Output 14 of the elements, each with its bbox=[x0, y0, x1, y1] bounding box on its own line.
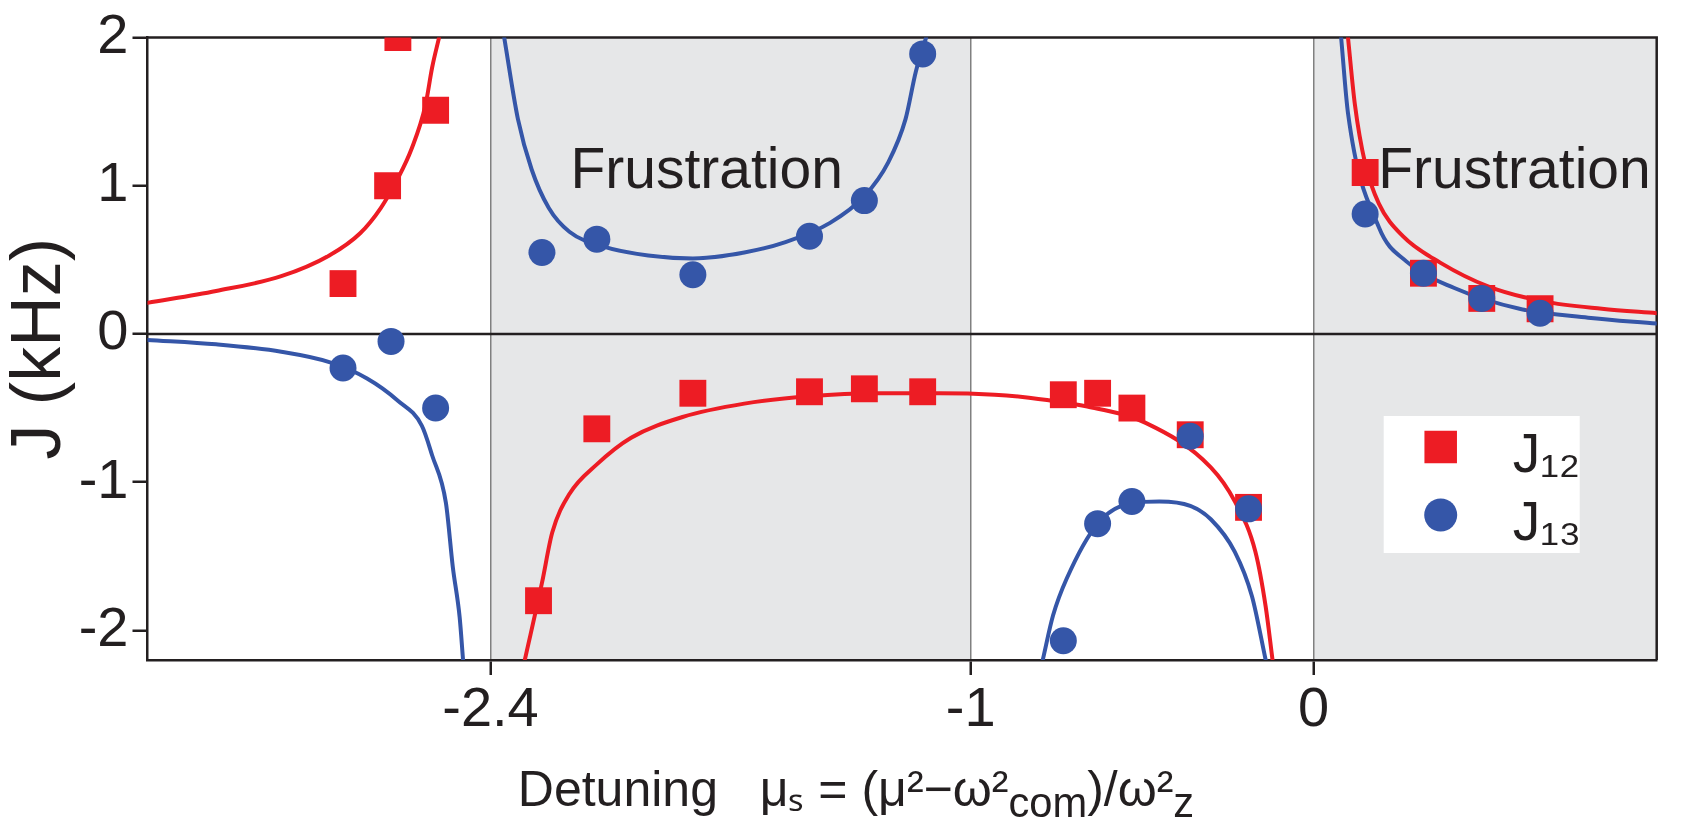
band-label: Frustration bbox=[570, 135, 843, 200]
y-axis-title: J (kHz) bbox=[0, 237, 76, 460]
x-tick-label: -1 bbox=[945, 675, 996, 739]
x-tick-label: -2.4 bbox=[442, 675, 539, 739]
legend-label: J₁₂ bbox=[1512, 422, 1581, 484]
y-tick-label: 2 bbox=[97, 2, 129, 66]
x-axis-title: Detuning μₛ = (μ²−ω²$_{com}$)/ω²$_{z}$ bbox=[516, 761, 1196, 826]
y-tick-label: -2 bbox=[78, 594, 129, 658]
y-tick-label: -1 bbox=[78, 446, 129, 510]
band-label: Frustration bbox=[1378, 135, 1651, 200]
y-tick-label: 0 bbox=[97, 298, 129, 362]
x-tick-label: 0 bbox=[1298, 675, 1330, 739]
y-tick-label: 1 bbox=[97, 150, 129, 214]
legend-label: J₁₃ bbox=[1512, 490, 1582, 552]
